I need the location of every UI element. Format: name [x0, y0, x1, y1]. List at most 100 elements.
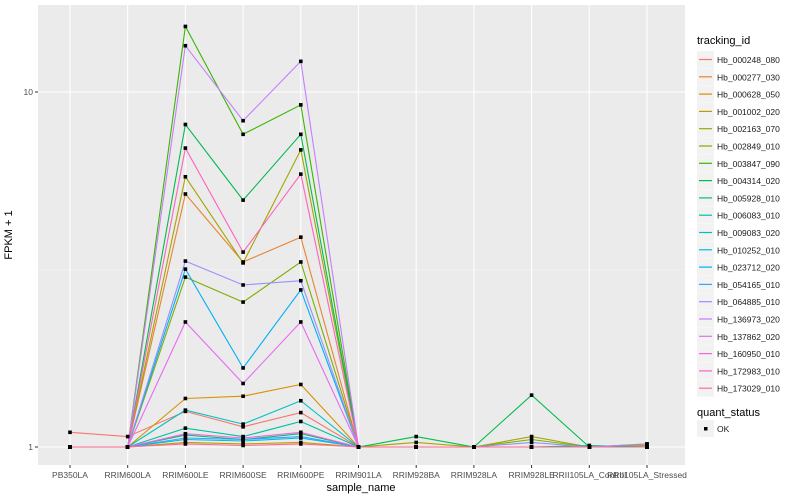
data-point: [241, 424, 245, 429]
x-tick-label: RRIM928BA: [393, 470, 441, 480]
x-tick-label: RRIM928LA: [451, 470, 498, 480]
data-point: [241, 250, 245, 254]
data-point: [183, 275, 188, 279]
data-point: [125, 445, 130, 449]
data-point: [241, 300, 245, 304]
data-point: [299, 148, 303, 152]
data-point: [414, 440, 418, 445]
data-point: [529, 393, 534, 397]
y-axis-title: FPKM + 1: [3, 210, 15, 259]
data-point: [587, 445, 592, 449]
data-point: [241, 394, 245, 399]
data-point: [299, 430, 303, 435]
data-point: [529, 434, 534, 439]
shape-legend-label: OK: [717, 424, 730, 434]
data-point: [241, 436, 245, 440]
data-point: [125, 434, 130, 439]
data-point: [299, 382, 303, 387]
data-point: [414, 445, 418, 449]
data-point: [241, 422, 245, 426]
data-point: [241, 132, 245, 137]
data-point: [68, 430, 72, 435]
legend-label: Hb_003847_090: [717, 159, 780, 169]
data-point: [299, 132, 303, 137]
data-point: [183, 192, 188, 196]
data-point: [241, 443, 245, 448]
x-tick-label: RRII105LA_Stressed: [607, 470, 687, 480]
data-point: [529, 437, 534, 442]
legend-label: Hb_005928_010: [717, 193, 780, 203]
legend-title: tracking_id: [697, 35, 750, 47]
data-point: [183, 146, 188, 150]
legend-label: Hb_054165_010: [717, 280, 780, 290]
data-point: [299, 419, 303, 424]
square-point-icon: [704, 427, 708, 431]
data-point: [299, 278, 303, 283]
data-point: [183, 24, 188, 29]
data-point: [241, 198, 245, 202]
data-point: [472, 445, 476, 449]
data-point: [241, 118, 245, 123]
data-point: [645, 445, 649, 449]
data-point: [299, 398, 303, 403]
legend-label: Hb_000248_080: [717, 55, 780, 65]
data-point: [183, 267, 188, 271]
data-point: [183, 122, 188, 127]
legend: tracking_id Hb_000248_080 Hb_000277_030 Hb…: [697, 35, 780, 437]
data-point: [183, 174, 188, 179]
x-axis-title: sample_name: [326, 482, 395, 494]
x-tick-label: RRIM600PE: [277, 470, 325, 480]
legend-label: Hb_136973_020: [717, 315, 780, 325]
legend-label: Hb_006083_010: [717, 211, 780, 221]
data-point: [241, 366, 245, 370]
data-point: [183, 43, 188, 48]
data-point: [299, 320, 303, 324]
x-tick-label: RRIM928LE: [508, 470, 555, 480]
legend-label: Hb_172983_010: [717, 366, 780, 376]
data-point: [299, 260, 303, 264]
data-point: [529, 440, 534, 445]
data-point: [299, 172, 303, 176]
legend-label: Hb_160950_010: [717, 349, 780, 359]
data-point: [183, 426, 188, 430]
x-tick-label: RRII105LA_Control: [552, 470, 626, 480]
data-point: [299, 288, 303, 292]
x-tick-label: RRIM600SE: [219, 470, 267, 480]
data-point: [183, 259, 188, 263]
legend-label: Hb_001002_020: [717, 107, 780, 117]
data-point: [299, 103, 303, 107]
data-point: [299, 59, 303, 64]
data-point: [645, 442, 649, 446]
legend-label: Hb_000277_030: [717, 72, 780, 82]
data-point: [299, 442, 303, 446]
y-tick-label: 1: [28, 442, 33, 452]
legend-label: Hb_173029_010: [717, 384, 780, 394]
y-tick-label: 10: [24, 87, 34, 97]
data-point: [529, 445, 534, 449]
legend-label: Hb_009083_020: [717, 228, 780, 238]
legend-label: Hb_023712_020: [717, 263, 780, 273]
legend-label: Hb_064885_010: [717, 297, 780, 307]
data-point: [183, 408, 188, 412]
data-point: [68, 445, 72, 449]
data-point: [183, 320, 188, 324]
legend-label: Hb_137862_020: [717, 332, 780, 342]
data-point: [183, 436, 188, 440]
legend-label: Hb_002163_070: [717, 124, 780, 134]
data-point: [241, 381, 245, 386]
legend-label: Hb_002849_010: [717, 142, 780, 152]
data-point: [183, 431, 188, 436]
legend-label: Hb_010252_010: [717, 245, 780, 255]
legend-label: Hb_004314_020: [717, 176, 780, 186]
data-point: [299, 434, 303, 439]
data-point: [241, 261, 245, 265]
data-point: [183, 442, 188, 446]
data-point: [241, 283, 245, 287]
data-point: [299, 410, 303, 415]
legend-label: Hb_000628_050: [717, 90, 780, 100]
data-point: [356, 445, 361, 449]
data-point: [183, 396, 188, 401]
shape-legend-title: quant_status: [697, 407, 760, 419]
